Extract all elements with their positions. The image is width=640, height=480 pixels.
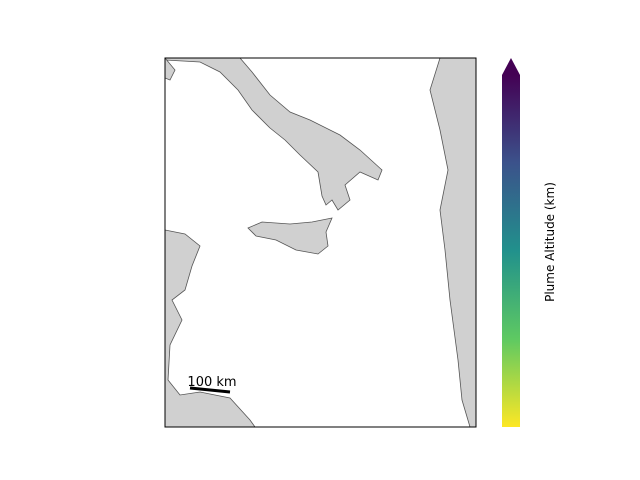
colorbar-extend (502, 58, 520, 75)
land (165, 58, 476, 427)
map-border (164, 57, 477, 428)
sicily (247, 217, 333, 255)
italy (165, 58, 383, 211)
sardinia (165, 58, 176, 81)
scale-bar (189, 386, 231, 394)
colorbar (502, 75, 520, 427)
balkans (429, 58, 476, 427)
tunisia (165, 229, 256, 427)
scale-label: 100 km (187, 375, 236, 390)
colorbar-label: Plume Altitude (km) (543, 182, 557, 302)
